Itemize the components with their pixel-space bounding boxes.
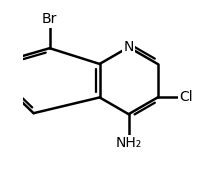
Text: Cl: Cl <box>180 90 193 104</box>
Text: NH₂: NH₂ <box>115 136 142 150</box>
Text: N: N <box>123 40 134 54</box>
Text: Br: Br <box>42 12 57 26</box>
